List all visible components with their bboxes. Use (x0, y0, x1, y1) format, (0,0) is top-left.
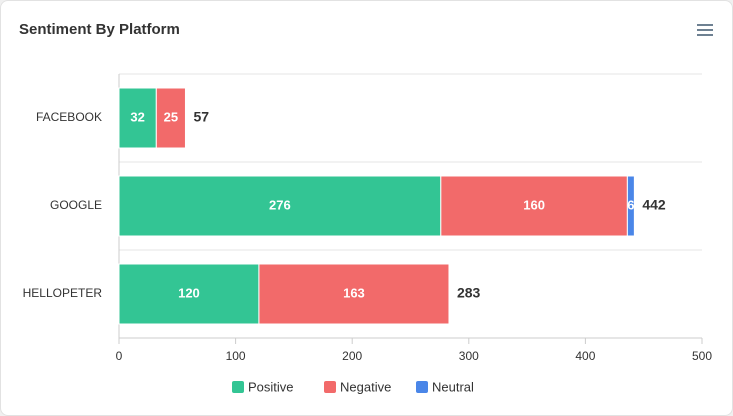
x-tick-label: 400 (575, 349, 595, 363)
data-label: 160 (523, 197, 545, 212)
legend-swatch (232, 381, 244, 393)
data-label: 25 (164, 109, 178, 124)
y-tick-label: FACEBOOK (36, 110, 102, 124)
y-tick-label: HELLOPETER (23, 286, 103, 300)
x-tick-label: 500 (692, 349, 712, 363)
x-tick-label: 100 (226, 349, 246, 363)
data-label: 163 (343, 285, 365, 300)
bar-segment (626, 175, 635, 237)
bar-segment (155, 87, 186, 149)
total-label: 283 (457, 285, 481, 301)
data-label: 32 (130, 109, 144, 124)
legend-item[interactable]: Negative (324, 379, 391, 394)
data-label: 6 (627, 197, 634, 212)
chart-title: Sentiment By Platform (19, 21, 180, 38)
data-label: 120 (178, 285, 200, 300)
data-label: 276 (269, 197, 291, 212)
legend-item[interactable]: Neutral (416, 379, 474, 394)
x-tick-label: 300 (459, 349, 479, 363)
legend-label: Positive (248, 379, 294, 394)
bar-segment (440, 175, 628, 237)
x-tick-label: 0 (116, 349, 123, 363)
bar-segment (258, 263, 450, 325)
menu-icon[interactable] (697, 24, 713, 36)
legend-label: Negative (340, 379, 391, 394)
y-tick-label: GOOGLE (50, 198, 102, 212)
legend-swatch (416, 381, 428, 393)
x-tick-label: 200 (342, 349, 362, 363)
bar-segment (118, 175, 442, 237)
legend-item[interactable]: Positive (232, 379, 294, 394)
total-label: 57 (193, 109, 209, 125)
legend-label: Neutral (432, 379, 474, 394)
bar-segment (118, 263, 260, 325)
legend-swatch (324, 381, 336, 393)
total-label: 442 (642, 197, 666, 213)
